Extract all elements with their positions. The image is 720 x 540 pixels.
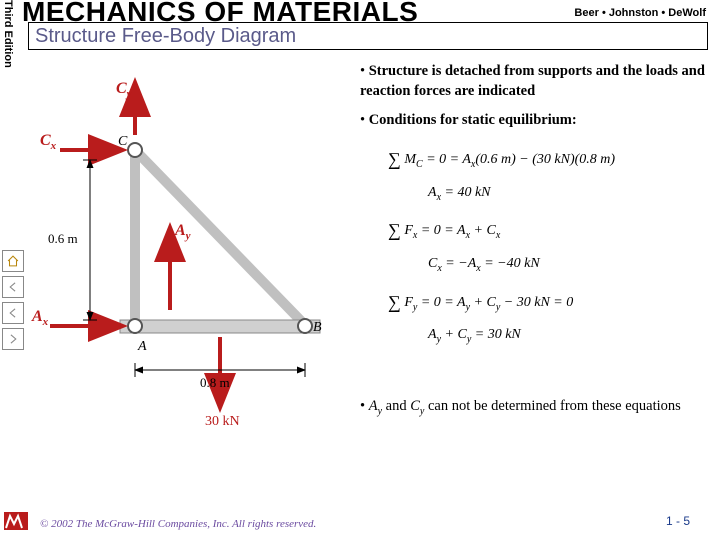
eq-ax: Ax = 40 kN: [388, 181, 615, 206]
equations: ∑ MC = 0 = Ax(0.6 m) − (30 kN)(0.8 m) Ax…: [388, 144, 615, 354]
svg-text:0.6 m: 0.6 m: [48, 231, 78, 246]
svg-text:Ax: Ax: [31, 308, 49, 328]
free-body-diagram: Cy Cx Ay Ax C A B 0.6 m 0.8 m 30 kN: [20, 75, 350, 445]
eq-cx: Cx = −Ax = −40 kN: [388, 252, 615, 277]
svg-text:Cx: Cx: [40, 132, 57, 152]
bullet-list: • Structure is detached from supports an…: [360, 62, 710, 141]
svg-text:B: B: [313, 320, 322, 335]
bullet-1: • Structure is detached from supports an…: [360, 62, 710, 101]
svg-text:0.8 m: 0.8 m: [200, 375, 230, 390]
publisher-logo-icon: [2, 508, 30, 532]
authors: Beer • Johnston • DeWolf: [574, 7, 706, 19]
eq-fy: ∑ Fy = 0 = Ay + Cy − 30 kN = 0: [388, 287, 615, 318]
bullet-2: • Conditions for static equilibrium:: [360, 111, 710, 131]
eq-moment: ∑ MC = 0 = Ax(0.6 m) − (30 kN)(0.8 m): [388, 144, 615, 175]
bullet-3: • Ay and Cy can not be determined from t…: [360, 397, 710, 418]
svg-text:30 kN: 30 kN: [205, 414, 240, 429]
svg-text:Cy: Cy: [116, 80, 132, 100]
svg-text:C: C: [118, 134, 128, 149]
subtitle-box: Structure Free-Body Diagram: [28, 22, 708, 50]
copyright: © 2002 The McGraw-Hill Companies, Inc. A…: [40, 518, 316, 530]
eq-aycy: Ay + Cy = 30 kN: [388, 323, 615, 348]
svg-text:A: A: [137, 339, 147, 354]
page-number: 1 - 5: [666, 514, 690, 528]
edition-label: Third Edition: [2, 0, 14, 68]
subtitle: Structure Free-Body Diagram: [35, 25, 296, 47]
eq-fx: ∑ Fx = 0 = Ax + Cx: [388, 215, 615, 246]
svg-text:Ay: Ay: [174, 222, 191, 242]
